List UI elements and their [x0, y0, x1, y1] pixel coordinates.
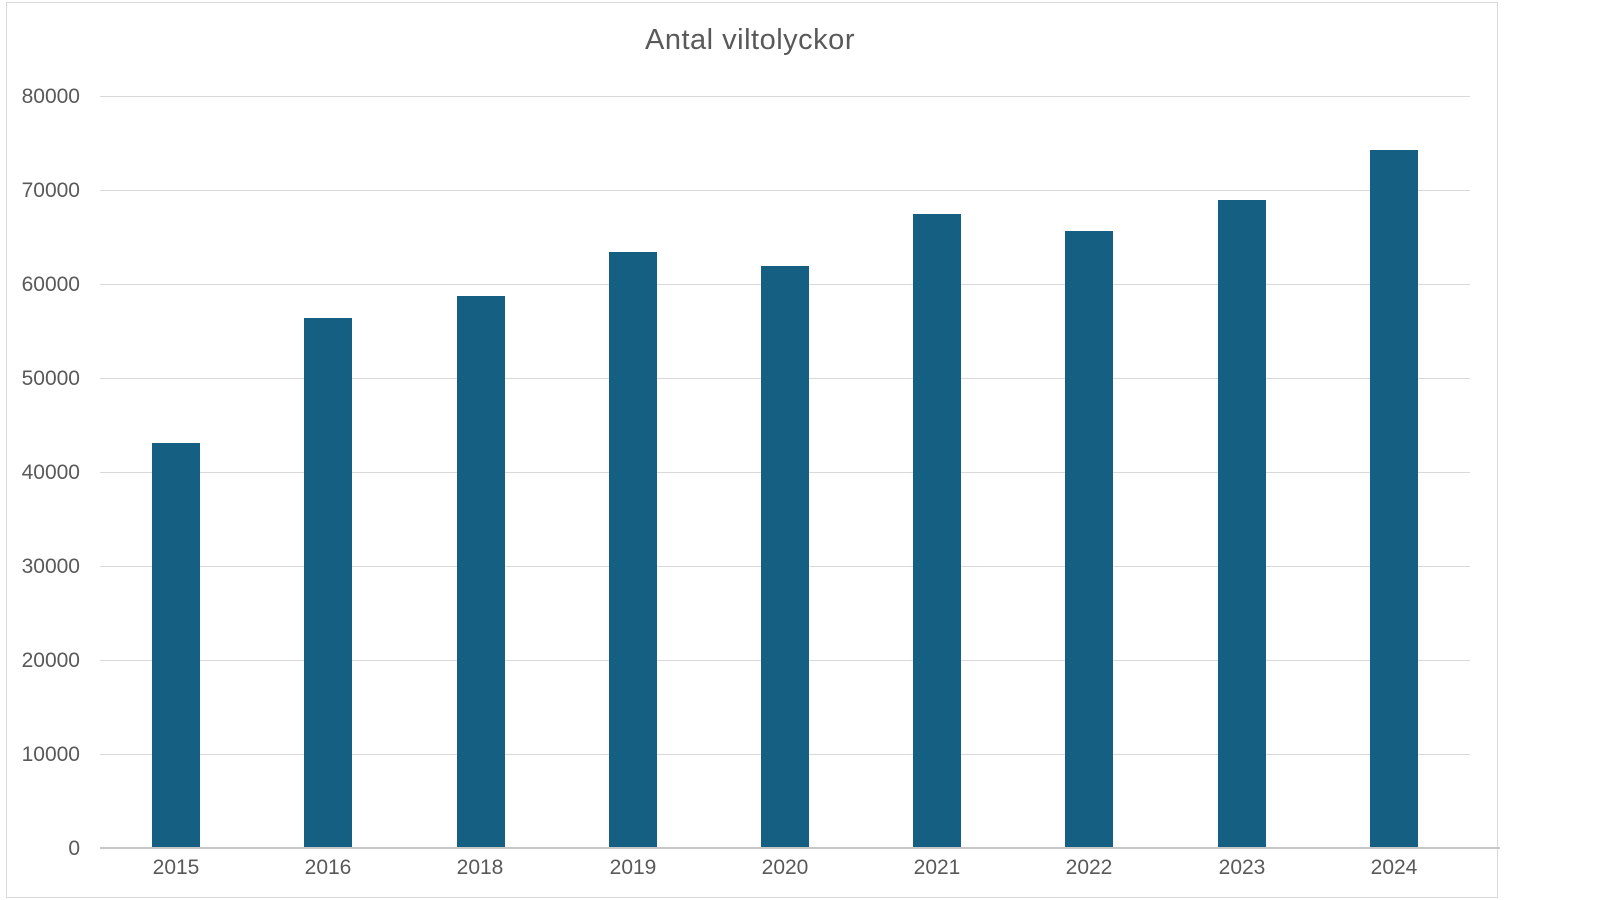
x-axis-label: 2020	[761, 856, 809, 879]
bar	[913, 214, 961, 848]
y-axis-label: 10000	[21, 743, 80, 766]
gridline	[100, 96, 1470, 97]
x-axis-label: 2023	[1218, 856, 1266, 879]
bar	[152, 443, 200, 848]
bar	[761, 266, 809, 848]
x-axis-label: 2021	[913, 856, 961, 879]
y-axis-label: 60000	[21, 273, 80, 296]
gridline	[100, 190, 1470, 191]
x-axis-label: 2016	[304, 856, 352, 879]
x-axis-label: 2019	[609, 856, 657, 879]
bar	[1065, 231, 1113, 848]
y-axis-label: 20000	[21, 649, 80, 672]
x-axis-label: 2015	[152, 856, 200, 879]
x-axis-label: 2018	[456, 856, 504, 879]
bar	[609, 252, 657, 848]
y-axis-label: 30000	[21, 555, 80, 578]
y-axis-label: 40000	[21, 461, 80, 484]
bar	[1370, 150, 1418, 848]
y-axis-label: 50000	[21, 367, 80, 390]
plot-area	[100, 96, 1470, 848]
x-axis-line	[100, 847, 1500, 849]
bar	[304, 318, 352, 848]
bar	[1218, 200, 1266, 848]
x-axis-label: 2022	[1065, 856, 1113, 879]
chart-title: Antal viltolyckor	[645, 24, 855, 56]
y-axis-label: 80000	[21, 85, 80, 108]
y-axis-label: 70000	[21, 179, 80, 202]
y-axis-label: 0	[68, 837, 80, 860]
bar	[457, 296, 505, 848]
x-axis-label: 2024	[1370, 856, 1418, 879]
